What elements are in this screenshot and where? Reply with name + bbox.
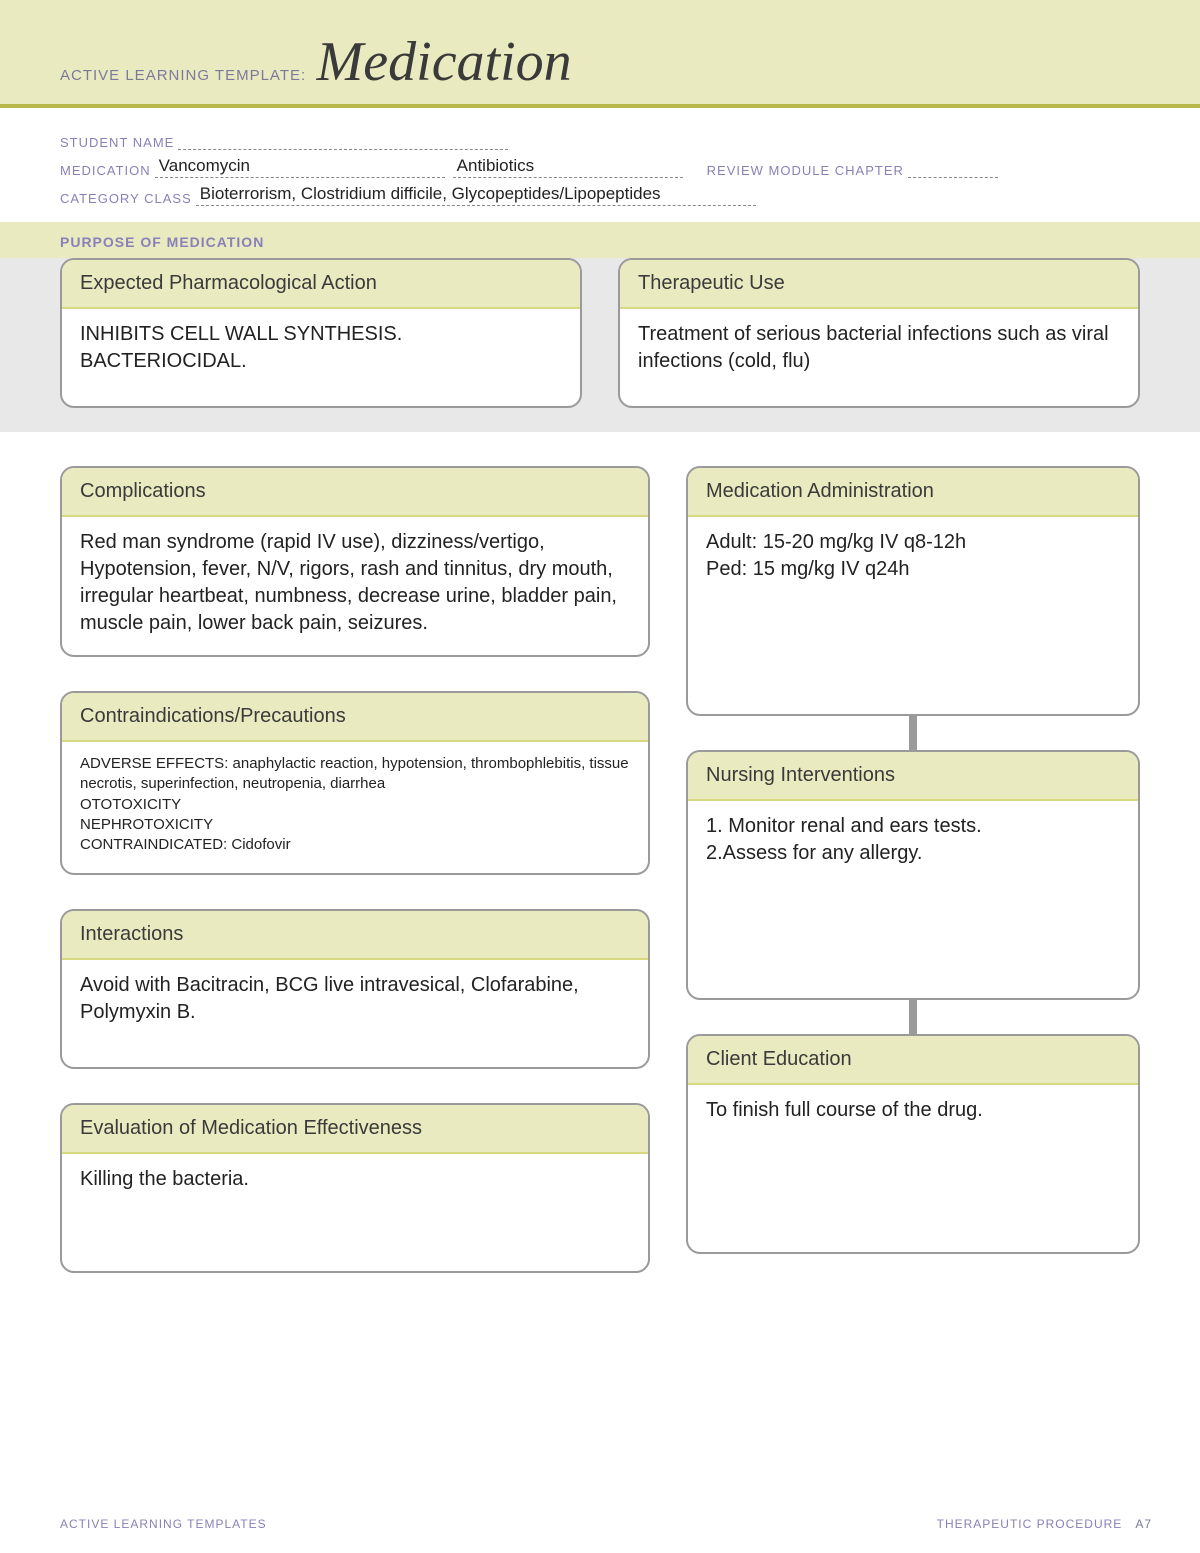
review-chapter-field[interactable] [908, 158, 998, 178]
card-nursing: Nursing Interventions 1. Monitor renal a… [686, 750, 1140, 1000]
footer-right-label: THERAPEUTIC PROCEDURE [937, 1517, 1123, 1531]
card-heading: Contraindications/Precautions [62, 693, 648, 742]
card-administration: Medication Administration Adult: 15-20 m… [686, 466, 1140, 716]
medication-subfield[interactable]: Antibiotics [453, 156, 683, 178]
connector-line [909, 716, 917, 750]
card-body: Killing the bacteria. [62, 1154, 648, 1271]
card-body: 1. Monitor renal and ears tests. 2.Asses… [688, 801, 1138, 998]
meta-block: STUDENT NAME MEDICATION Vancomycin Antib… [0, 108, 1200, 222]
student-name-label: STUDENT NAME [60, 135, 174, 150]
card-body: Red man syndrome (rapid IV use), dizzine… [62, 517, 648, 655]
card-heading: Medication Administration [688, 468, 1138, 517]
review-chapter-label: REVIEW MODULE CHAPTER [707, 163, 904, 178]
card-heading: Nursing Interventions [688, 752, 1138, 801]
card-body: Treatment of serious bacterial infection… [620, 309, 1138, 406]
student-name-field[interactable] [178, 130, 508, 150]
category-class-label: CATEGORY CLASS [60, 191, 192, 206]
connector-line [909, 1000, 917, 1034]
main-grid: Complications Red man syndrome (rapid IV… [0, 432, 1200, 1273]
template-title: Medication [317, 30, 572, 94]
template-prefix: ACTIVE LEARNING TEMPLATE: [60, 67, 306, 84]
card-body: Adult: 15-20 mg/kg IV q8-12h Ped: 15 mg/… [688, 517, 1138, 714]
card-heading: Therapeutic Use [620, 260, 1138, 309]
medication-field[interactable]: Vancomycin [155, 156, 445, 178]
card-interactions: Interactions Avoid with Bacitracin, BCG … [60, 909, 650, 1069]
footer-page: A7 [1135, 1517, 1152, 1531]
footer-left: ACTIVE LEARNING TEMPLATES [60, 1517, 267, 1531]
card-body: INHIBITS CELL WALL SYNTHESIS. BACTERIOCI… [62, 309, 580, 406]
card-therapeutic-use: Therapeutic Use Treatment of serious bac… [618, 258, 1140, 408]
card-client-education: Client Education To finish full course o… [686, 1034, 1140, 1254]
card-heading: Client Education [688, 1036, 1138, 1085]
card-pharmacological-action: Expected Pharmacological Action INHIBITS… [60, 258, 582, 408]
footer: ACTIVE LEARNING TEMPLATES THERAPEUTIC PR… [60, 1517, 1152, 1531]
purpose-section-heading: PURPOSE OF MEDICATION [0, 222, 1200, 258]
category-class-field[interactable]: Bioterrorism, Clostridium difficile, Gly… [196, 184, 756, 206]
medication-label: MEDICATION [60, 163, 151, 178]
right-column: Medication Administration Adult: 15-20 m… [686, 466, 1140, 1273]
card-body: To finish full course of the drug. [688, 1085, 1138, 1252]
card-contraindications: Contraindications/Precautions ADVERSE EF… [60, 691, 650, 875]
card-heading: Interactions [62, 911, 648, 960]
header-band: ACTIVE LEARNING TEMPLATE: Medication [0, 0, 1200, 108]
card-evaluation: Evaluation of Medication Effectiveness K… [60, 1103, 650, 1273]
card-body: Avoid with Bacitracin, BCG live intraves… [62, 960, 648, 1067]
footer-right: THERAPEUTIC PROCEDURE A7 [937, 1517, 1152, 1531]
card-body: ADVERSE EFFECTS: anaphylactic reaction, … [62, 742, 648, 873]
card-heading: Evaluation of Medication Effectiveness [62, 1105, 648, 1154]
card-heading: Complications [62, 468, 648, 517]
card-heading: Expected Pharmacological Action [62, 260, 580, 309]
purpose-wrap: Expected Pharmacological Action INHIBITS… [0, 258, 1200, 432]
left-column: Complications Red man syndrome (rapid IV… [60, 466, 650, 1273]
card-complications: Complications Red man syndrome (rapid IV… [60, 466, 650, 657]
